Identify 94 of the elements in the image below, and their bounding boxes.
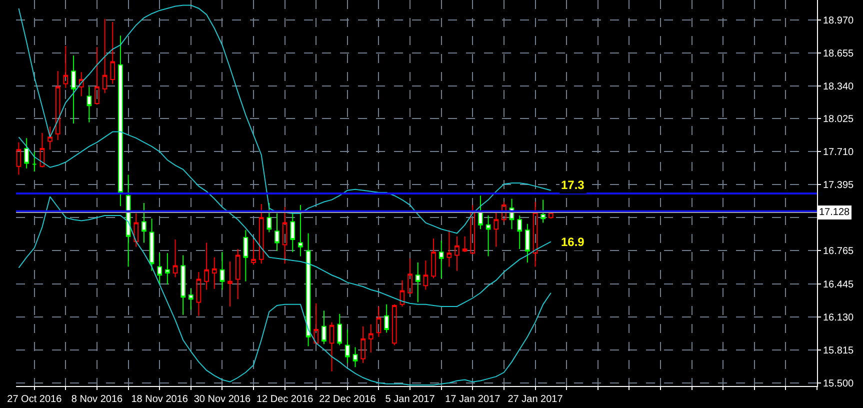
candlestick bbox=[525, 223, 530, 264]
line-series bbox=[18, 131, 552, 307]
candlestick bbox=[94, 46, 100, 106]
candlestick bbox=[494, 212, 499, 248]
candlestick bbox=[329, 322, 334, 372]
candlestick bbox=[322, 310, 326, 345]
candlestick bbox=[110, 21, 116, 84]
candlestick bbox=[290, 212, 296, 253]
x-tick-label: 17 Jan 2017 bbox=[445, 394, 501, 405]
y-tick-label: 16.445 bbox=[823, 280, 854, 291]
y-tick-label: 15.815 bbox=[823, 345, 854, 356]
candlestick bbox=[532, 201, 538, 268]
candlestick bbox=[157, 252, 162, 286]
candlestick bbox=[306, 232, 311, 347]
candlestick bbox=[235, 248, 240, 300]
y-tick-label: 18.025 bbox=[823, 114, 854, 126]
candlestick bbox=[368, 324, 374, 354]
candlestick bbox=[517, 214, 522, 250]
candlestick bbox=[282, 206, 288, 264]
candlestick bbox=[352, 346, 358, 368]
candlestick bbox=[134, 212, 139, 248]
y-tick-label: 16.765 bbox=[823, 246, 854, 258]
candlestick bbox=[86, 86, 92, 123]
x-tick-label: 22 Dec 2016 bbox=[319, 394, 376, 405]
candlestick bbox=[71, 54, 76, 124]
candlestick bbox=[438, 240, 444, 279]
candlestick bbox=[415, 262, 420, 303]
y-tick-label: 16.130 bbox=[823, 312, 854, 324]
candlestick bbox=[212, 256, 217, 290]
candlestick bbox=[337, 313, 342, 346]
y-tick-label: 15.500 bbox=[823, 378, 854, 390]
candlestick bbox=[149, 218, 154, 272]
candlestick bbox=[126, 174, 131, 268]
candlestick bbox=[384, 304, 389, 334]
text: 16.9 bbox=[561, 235, 585, 249]
line-series bbox=[18, 4, 552, 234]
x-tick-label: 27 Oct 2016 bbox=[7, 394, 62, 405]
candlestick bbox=[360, 326, 366, 364]
y-tick-label: 17.395 bbox=[823, 180, 854, 192]
candlestick bbox=[40, 132, 45, 168]
candlestick bbox=[165, 252, 170, 286]
candlestick bbox=[172, 239, 178, 278]
candlestick bbox=[392, 304, 397, 346]
y-tick-label: 17.710 bbox=[823, 147, 854, 158]
candlestick bbox=[243, 230, 248, 282]
candlestick bbox=[102, 18, 108, 94]
candlestick bbox=[16, 142, 22, 176]
candlestick bbox=[502, 201, 506, 222]
candlestick bbox=[298, 204, 303, 257]
candlestick bbox=[188, 288, 194, 310]
candlestick bbox=[266, 202, 272, 233]
candlestick bbox=[478, 195, 483, 230]
candlestick bbox=[204, 242, 209, 290]
candlestick bbox=[400, 280, 405, 307]
candlestick bbox=[48, 126, 52, 150]
candlestick bbox=[55, 70, 60, 141]
candlestick bbox=[408, 258, 412, 294]
candlestick bbox=[423, 260, 428, 290]
x-tick-label: 30 Nov 2016 bbox=[194, 394, 252, 405]
candlestick bbox=[548, 212, 554, 220]
candlestick bbox=[486, 214, 491, 257]
candlestick bbox=[180, 254, 186, 316]
candlestick bbox=[258, 203, 264, 264]
x-tick-label: 18 Nov 2016 bbox=[131, 394, 188, 405]
candlestick bbox=[376, 306, 382, 338]
candlestick bbox=[251, 239, 256, 266]
x-tick-label: 12 Dec 2016 bbox=[256, 394, 314, 405]
candlestick bbox=[78, 72, 84, 97]
candlestick bbox=[32, 151, 37, 172]
candlestick bbox=[196, 271, 202, 316]
candlestick bbox=[142, 202, 146, 244]
candlestick bbox=[462, 236, 468, 253]
y-tick-label: 18.655 bbox=[823, 48, 854, 60]
text: 17.3 bbox=[561, 178, 585, 192]
candlestick bbox=[24, 138, 29, 169]
x-tick-label: 27 Jan 2017 bbox=[508, 394, 564, 405]
candlestick bbox=[314, 302, 319, 344]
candlestick bbox=[274, 212, 280, 252]
candlestick bbox=[345, 329, 350, 364]
candlestick bbox=[220, 252, 225, 290]
ref-line-label: 17.128 bbox=[819, 207, 850, 218]
y-tick-label: 18.340 bbox=[823, 81, 854, 92]
candlestick bbox=[446, 230, 452, 268]
candlestick bbox=[431, 238, 436, 279]
x-tick-label: 5 Jan 2017 bbox=[385, 394, 436, 405]
candlestick bbox=[454, 236, 460, 272]
x-tick-label: 8 Nov 2016 bbox=[71, 394, 124, 405]
candlestick bbox=[228, 261, 232, 307]
candlestick bbox=[470, 204, 476, 255]
y-tick-label: 18.970 bbox=[823, 15, 854, 26]
candlestick bbox=[540, 199, 546, 224]
candlestick bbox=[63, 46, 68, 88]
candlestick bbox=[118, 35, 123, 207]
line-series bbox=[18, 196, 552, 386]
